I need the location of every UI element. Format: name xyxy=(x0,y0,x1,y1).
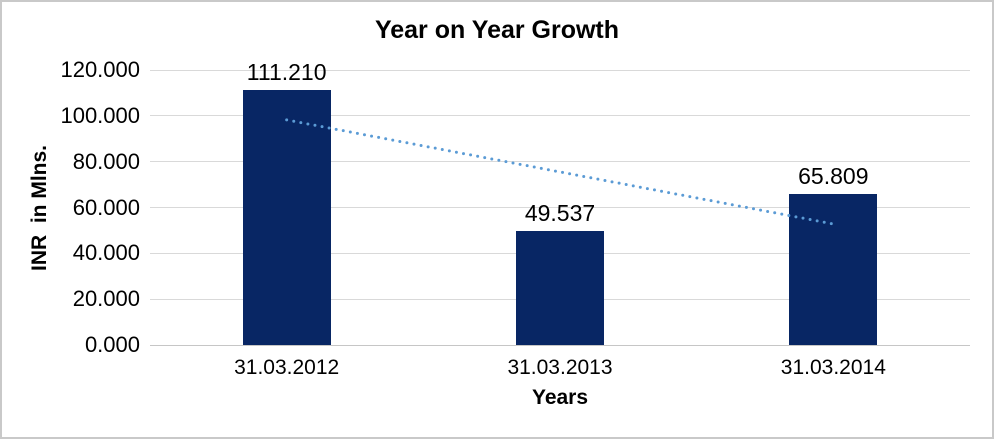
bar-value-label: 65.809 xyxy=(798,163,869,190)
x-tick-label: 31.03.2013 xyxy=(507,356,613,379)
bar xyxy=(789,194,878,345)
bar xyxy=(242,90,331,345)
gridline xyxy=(150,115,970,117)
chart-title: Year on Year Growth xyxy=(374,16,620,44)
bar-value-label: 111.210 xyxy=(246,59,327,86)
x-tick-label: 31.03.2014 xyxy=(780,356,886,379)
y-tick-label: 20.000 xyxy=(72,286,140,312)
trendline xyxy=(285,118,835,226)
x-tick-label: 31.03.2012 xyxy=(234,356,340,379)
plot-area: 111.210 49.537 65.809 xyxy=(150,59,970,346)
y-tick-label: 80.000 xyxy=(72,148,140,174)
x-axis-title: Years xyxy=(531,386,589,409)
y-tick-label: 100.000 xyxy=(60,102,140,128)
bar xyxy=(516,231,604,345)
y-tick-label: 60.000 xyxy=(72,194,140,220)
y-tick-label: 40.000 xyxy=(72,240,140,266)
x-axis-line xyxy=(150,344,970,346)
gridline xyxy=(150,161,970,163)
trendline-path xyxy=(285,118,835,226)
y-tick-label: 120.000 xyxy=(60,57,140,82)
bar-value-label: 49.537 xyxy=(524,200,596,227)
gridline xyxy=(150,207,970,208)
gridline xyxy=(150,69,970,71)
y-tick-label: 0.000 xyxy=(84,332,140,357)
